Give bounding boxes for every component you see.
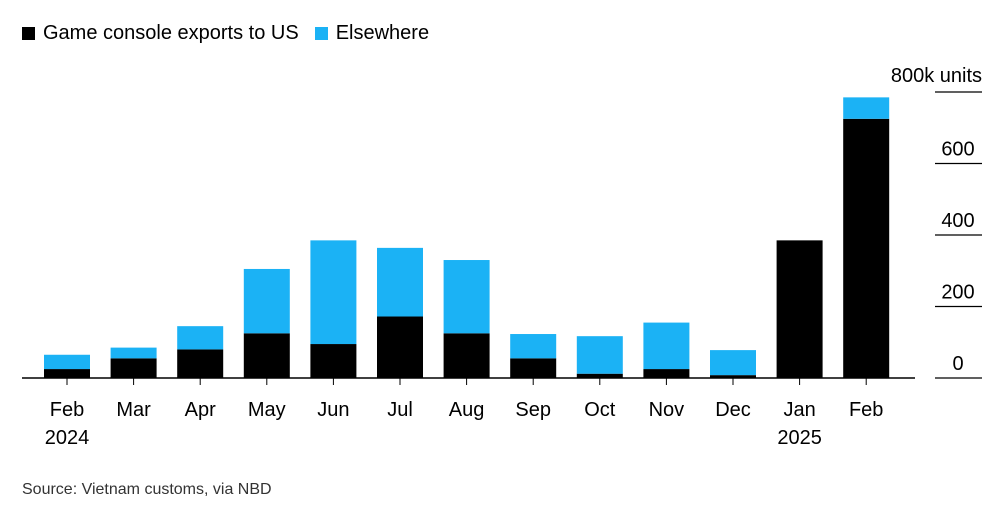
bar-elsewhere [576, 336, 623, 374]
bar-elsewhere [310, 240, 357, 345]
legend-item: Elsewhere [314, 21, 430, 45]
x-tick-label: Feb [849, 399, 883, 421]
bar-elsewhere [44, 354, 90, 370]
x-year-label: 2024 [45, 427, 90, 449]
x-tick-label: Sep [515, 399, 551, 421]
y-tick-label: 0 [952, 353, 963, 375]
bar-elsewhere [243, 268, 290, 334]
bar-us-exports [710, 375, 756, 378]
y-tick-label: 400 [941, 210, 974, 232]
legend-item: Game console exports to US [22, 22, 299, 45]
x-tick-label: Nov [649, 399, 685, 421]
bar-us-exports [776, 240, 823, 378]
x-tick-label: Mar [116, 399, 151, 421]
y-tick-label: 200 [941, 282, 974, 304]
bar-elsewhere [110, 347, 157, 359]
bar-us-exports [510, 358, 557, 378]
x-tick-label: Dec [715, 399, 751, 421]
x-tick-label: Oct [584, 399, 616, 421]
bar-us-exports [377, 316, 423, 378]
bar-elsewhere [843, 97, 890, 119]
source-note: Source: Vietnam customs, via NBD [22, 481, 272, 498]
legend-swatch [22, 26, 35, 40]
bar-us-exports [843, 118, 890, 378]
y-axis-unit-label: 800k units [891, 65, 982, 87]
bar-us-exports [110, 358, 157, 378]
bar-us-exports [643, 369, 690, 378]
x-tick-label: Apr [185, 399, 216, 421]
bar-us-exports [310, 344, 357, 378]
bar-elsewhere [377, 247, 423, 317]
x-tick-label: May [248, 399, 286, 421]
bar-elsewhere [710, 350, 756, 376]
x-tick-label: Aug [449, 399, 485, 421]
x-tick-label: Feb [50, 399, 84, 421]
bar-us-exports [443, 333, 490, 378]
bar-elsewhere [643, 322, 690, 370]
bar-us-exports [44, 369, 90, 378]
x-tick-label: Jul [387, 399, 413, 421]
bar-elsewhere [177, 326, 224, 350]
y-tick-label: 600 [941, 139, 974, 161]
x-tick-label: Jun [317, 399, 349, 421]
bar-us-exports [576, 373, 623, 378]
legend-label: Game console exports to US [43, 21, 299, 44]
bar-elsewhere [443, 260, 490, 334]
bar-elsewhere [510, 334, 557, 359]
bar-us-exports [177, 349, 224, 378]
x-tick-label: Jan [783, 399, 815, 421]
chart-legend: Game console exports to US Elsewhere [22, 20, 445, 46]
stacked-bar-chart: 0 200 400 600 800k units Feb 2024 Mar Apr May Jun J… [22, 65, 982, 449]
bar-us-exports [243, 333, 290, 378]
legend-swatch [314, 26, 328, 40]
legend-label: Elsewhere [335, 21, 430, 44]
x-year-label: 2025 [777, 427, 822, 449]
